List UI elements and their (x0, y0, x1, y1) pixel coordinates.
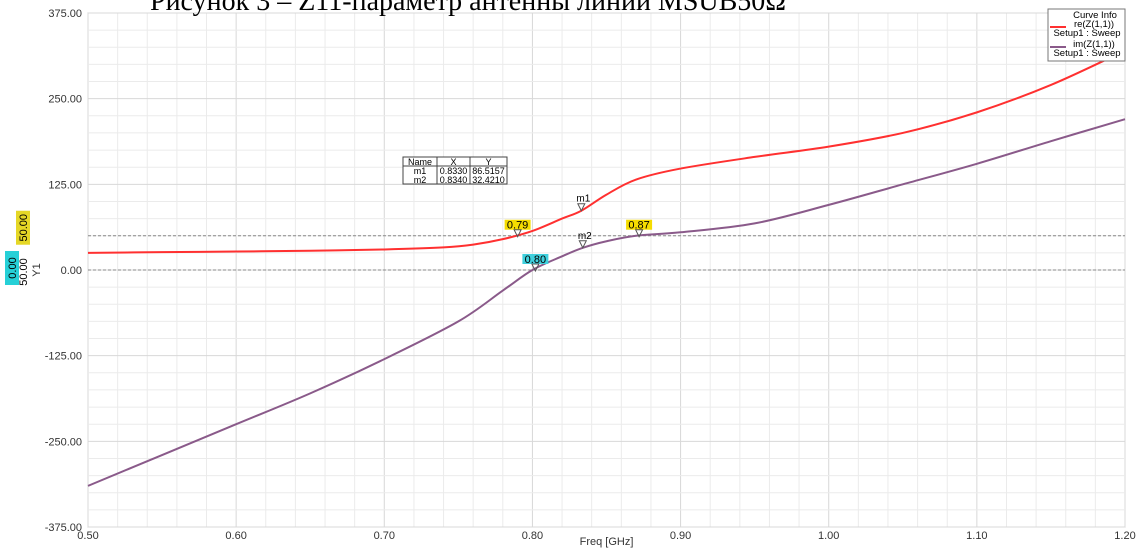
reference-line-label: 0.00 (7, 257, 19, 278)
reference-label-bg (16, 210, 30, 245)
marker-table-header: Y (485, 157, 491, 167)
x-tick-label: 0.90 (670, 530, 691, 542)
x-tick-label: 0.60 (225, 530, 246, 542)
y-axis-label: Y1 (31, 263, 43, 276)
marker-table-cell: 0.8330 (440, 166, 468, 176)
y-tick-label: -375.00 (45, 522, 82, 534)
x-tick-label: 1.10 (966, 530, 987, 542)
marker-table-cell: 32.4210 (472, 175, 505, 185)
y-tick-label: 0.00 (61, 265, 82, 277)
legend-series-name: re(Z(1,1)) (1074, 19, 1114, 30)
marker-table-cell: m1 (414, 166, 427, 176)
legend-series-name: im(Z(1,1)) (1073, 39, 1115, 50)
legend-series-setup: Setup1 : Sweep (1053, 48, 1120, 59)
x-marker-triangle (531, 263, 540, 273)
y-reference-tick-label: 50.00 (18, 258, 30, 286)
y-tick-label: 250.00 (48, 94, 82, 106)
x-marker-triangle (634, 229, 644, 238)
figure-caption: Рисунок 3 – Z11-параметр антенны линии M… (150, 0, 787, 17)
marker-table-frame (402, 156, 508, 185)
reference-line-label: 50.00 (18, 214, 30, 242)
x-marker-triangle (513, 229, 522, 238)
series-line (87, 49, 1126, 254)
marker-triangle (578, 240, 588, 249)
y-tick-label: 375.00 (48, 8, 82, 20)
x-marker-flag (504, 219, 531, 230)
marker-triangle (577, 203, 586, 212)
reference-label-bg (5, 251, 19, 285)
x-tick-label: 1.20 (1114, 530, 1135, 542)
marker-table-header: Name (408, 157, 432, 167)
y-tick-label: -125.00 (45, 351, 82, 363)
legend-title: Curve Info (1073, 10, 1117, 21)
x-tick-label: 0.80 (522, 530, 543, 542)
marker-table-cell: 0.8340 (440, 175, 468, 185)
x-axis-label: Freq [GHz] (580, 536, 634, 548)
y-tick-label: 125.00 (48, 179, 82, 191)
x-marker-flag (522, 254, 549, 264)
marker-label: m2 (578, 231, 592, 242)
legend-frame (1047, 8, 1126, 62)
x-marker-label: 0.80 (525, 254, 546, 266)
x-marker-flag (626, 219, 653, 230)
y-tick-label: -250.00 (45, 436, 82, 448)
x-marker-label: 0.79 (507, 220, 528, 232)
marker-table-cell: m2 (414, 175, 427, 185)
x-tick-label: 1.00 (818, 530, 839, 542)
x-tick-label: 0.50 (77, 530, 98, 542)
x-marker-label: 0.87 (628, 220, 649, 232)
marker-label: m1 (576, 194, 590, 205)
x-tick-label: 0.70 (374, 530, 395, 542)
legend-series-setup: Setup1 : Sweep (1053, 28, 1120, 39)
marker-table-header: X (450, 157, 456, 167)
marker-table-cell: 86.5157 (472, 166, 505, 176)
